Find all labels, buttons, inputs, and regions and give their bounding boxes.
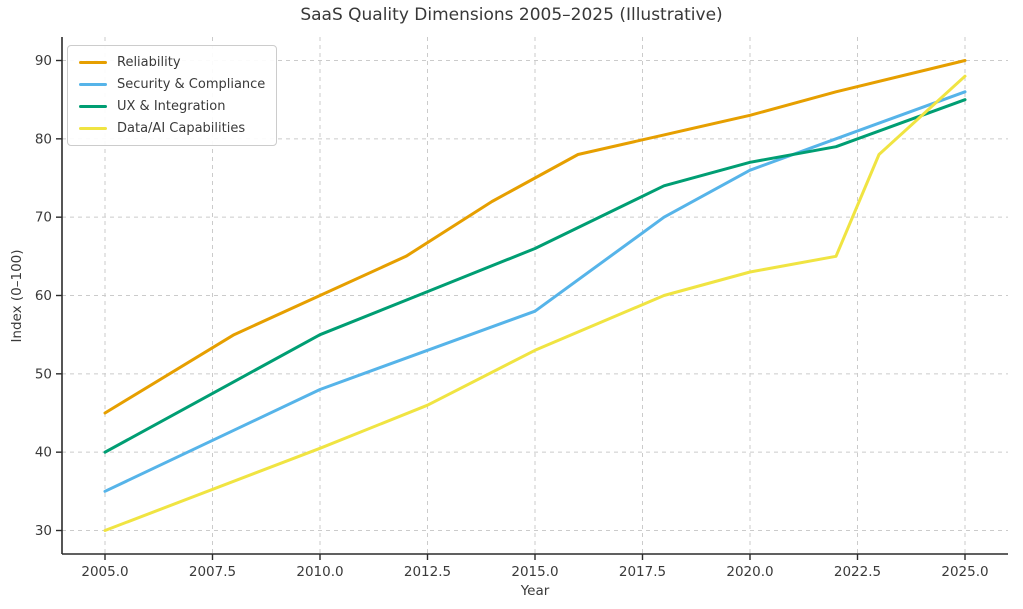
legend-label: UX & Integration (117, 99, 226, 114)
legend-item: Reliability (79, 54, 265, 71)
x-tick-label: 2022.5 (834, 564, 881, 580)
y-tick-label: 50 (35, 366, 52, 382)
y-tick-label: 40 (35, 445, 52, 461)
legend-label: Data/AI Capabilities (117, 121, 246, 136)
legend: Reliability Security & Compliance UX & Int… (67, 45, 278, 146)
tick-marks (56, 59, 966, 560)
x-tick-label: 2020.0 (726, 564, 773, 580)
x-tick-label: 2015.0 (511, 564, 558, 580)
y-tick-label: 70 (35, 210, 52, 226)
legend-item: Security & Compliance (79, 76, 265, 93)
y-tick-label: 60 (35, 288, 52, 304)
x-tick-label: 2007.5 (189, 564, 236, 580)
x-tick-label: 2025.0 (941, 564, 988, 580)
legend-label: Reliability (117, 55, 181, 70)
x-tick-label: 2012.5 (404, 564, 451, 580)
legend-label: Security & Compliance (117, 77, 266, 92)
legend-item: UX & Integration (79, 98, 265, 115)
x-axis-label: Year (520, 583, 550, 599)
x-tick-label: 2017.5 (619, 564, 666, 580)
legend-line-swatch (79, 61, 107, 64)
x-tick-label: 2005.0 (81, 564, 128, 580)
x-tick-label: 2010.0 (296, 564, 343, 580)
series-line-data-ai-capabilities (103, 74, 967, 532)
legend-item: Data/AI Capabilities (79, 120, 265, 137)
y-tick-label: 80 (35, 131, 52, 147)
series-lines (103, 59, 967, 532)
tick-labels: 2005.0 2007.5 2010.0 2012.5 2015.0 2017.5 2020… (35, 53, 989, 580)
chart-title: SaaS Quality Dimensions 2005–2025 (Illus… (300, 5, 723, 25)
y-axis-label: Index (0–100) (9, 249, 25, 343)
y-tick-label: 30 (35, 523, 52, 539)
series-line-reliability (103, 59, 967, 415)
y-tick-label: 90 (35, 53, 52, 69)
series-line-security-compliance (103, 90, 967, 493)
legend-line-swatch (79, 127, 107, 130)
legend-line-swatch (79, 105, 107, 108)
legend-line-swatch (79, 83, 107, 86)
series-line-ux-integration (103, 98, 967, 454)
